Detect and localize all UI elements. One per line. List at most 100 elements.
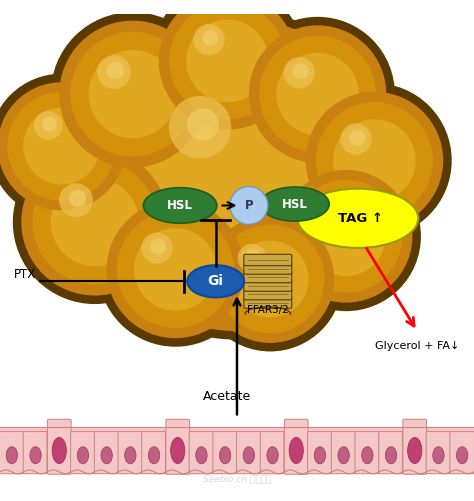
Text: HSL: HSL (282, 197, 308, 210)
Circle shape (97, 55, 131, 89)
Circle shape (104, 42, 370, 308)
Ellipse shape (243, 447, 255, 464)
Circle shape (107, 201, 244, 338)
Ellipse shape (260, 187, 329, 221)
Ellipse shape (125, 447, 136, 464)
Circle shape (159, 0, 296, 130)
FancyBboxPatch shape (331, 431, 356, 474)
Circle shape (32, 160, 157, 285)
Ellipse shape (52, 437, 66, 463)
FancyBboxPatch shape (189, 431, 214, 474)
FancyBboxPatch shape (244, 289, 292, 300)
Circle shape (240, 17, 395, 171)
FancyBboxPatch shape (244, 272, 292, 283)
Circle shape (193, 24, 225, 55)
Circle shape (297, 83, 452, 237)
Circle shape (70, 32, 195, 156)
Circle shape (322, 207, 337, 221)
Circle shape (169, 96, 231, 158)
Circle shape (230, 186, 268, 224)
Circle shape (42, 117, 57, 131)
Ellipse shape (219, 447, 231, 464)
Ellipse shape (456, 447, 468, 464)
Circle shape (202, 30, 219, 46)
Ellipse shape (187, 265, 244, 298)
FancyBboxPatch shape (260, 431, 285, 474)
FancyBboxPatch shape (71, 431, 95, 474)
Circle shape (59, 21, 206, 167)
Circle shape (216, 224, 325, 333)
FancyBboxPatch shape (118, 431, 143, 474)
Circle shape (290, 180, 402, 293)
Circle shape (306, 92, 443, 229)
Ellipse shape (30, 447, 41, 464)
Ellipse shape (101, 447, 112, 464)
Circle shape (21, 149, 168, 296)
Circle shape (271, 161, 421, 311)
Ellipse shape (171, 437, 185, 463)
FancyBboxPatch shape (308, 431, 332, 474)
Ellipse shape (385, 447, 397, 464)
FancyBboxPatch shape (402, 431, 427, 474)
FancyBboxPatch shape (165, 431, 190, 474)
FancyBboxPatch shape (237, 431, 261, 474)
FancyBboxPatch shape (0, 431, 24, 474)
Circle shape (237, 244, 266, 273)
Circle shape (34, 111, 63, 140)
Ellipse shape (143, 188, 217, 223)
Circle shape (259, 36, 376, 152)
Circle shape (316, 102, 433, 219)
Circle shape (143, 81, 331, 269)
Circle shape (283, 57, 315, 88)
FancyBboxPatch shape (94, 431, 119, 474)
Circle shape (280, 170, 412, 303)
Circle shape (98, 192, 253, 347)
Ellipse shape (196, 447, 207, 464)
Text: Seebio.cn 西宝生物: Seebio.cn 西宝生物 (203, 475, 271, 483)
Circle shape (150, 239, 166, 255)
FancyBboxPatch shape (244, 297, 292, 308)
Circle shape (117, 211, 234, 328)
Text: P: P (245, 199, 253, 212)
Ellipse shape (408, 437, 422, 463)
Circle shape (313, 201, 342, 230)
FancyBboxPatch shape (355, 431, 380, 474)
Text: HSL: HSL (167, 199, 193, 212)
FancyBboxPatch shape (213, 431, 237, 474)
Ellipse shape (314, 447, 326, 464)
Ellipse shape (77, 447, 89, 464)
FancyBboxPatch shape (284, 419, 308, 474)
Ellipse shape (433, 447, 444, 464)
Circle shape (246, 249, 261, 264)
Circle shape (232, 240, 309, 317)
Circle shape (169, 3, 286, 119)
Text: Gi: Gi (208, 275, 224, 288)
Circle shape (134, 228, 217, 311)
Ellipse shape (298, 189, 419, 248)
Circle shape (187, 109, 219, 140)
Circle shape (141, 232, 173, 264)
Circle shape (51, 12, 215, 176)
Circle shape (69, 190, 86, 207)
Ellipse shape (362, 447, 373, 464)
Circle shape (13, 140, 177, 304)
Circle shape (59, 183, 93, 217)
FancyBboxPatch shape (450, 431, 474, 474)
Circle shape (349, 130, 365, 146)
FancyBboxPatch shape (166, 419, 190, 474)
Circle shape (276, 53, 359, 135)
Text: Glycerol + FA↓: Glycerol + FA↓ (375, 341, 459, 351)
FancyBboxPatch shape (142, 431, 166, 474)
Circle shape (89, 50, 177, 138)
Circle shape (107, 62, 124, 79)
Circle shape (51, 178, 139, 266)
Circle shape (7, 92, 116, 200)
FancyBboxPatch shape (47, 431, 72, 474)
FancyBboxPatch shape (403, 419, 427, 474)
Ellipse shape (338, 447, 349, 464)
FancyBboxPatch shape (47, 419, 71, 474)
Ellipse shape (289, 437, 303, 463)
Text: PTX: PTX (14, 268, 36, 281)
Ellipse shape (267, 447, 278, 464)
Ellipse shape (148, 447, 160, 464)
